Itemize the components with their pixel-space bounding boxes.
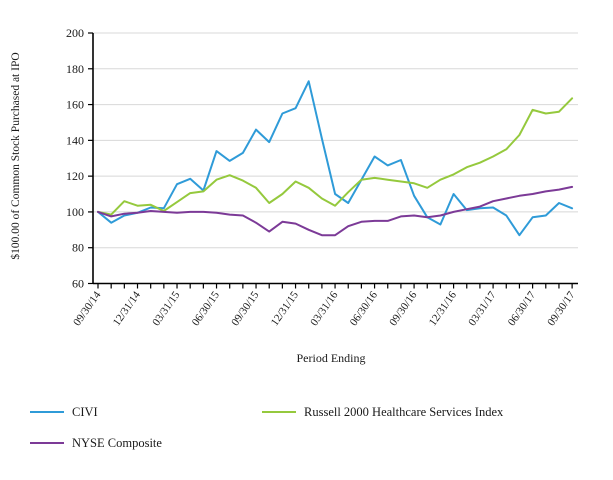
legend-item-civi: CIVI [30,404,98,420]
y-tick-label: 80 [72,241,84,255]
x-tick-label: 06/30/17 [506,289,539,328]
x-tick-label: 09/30/17 [545,289,578,328]
x-tick-label: 06/30/15 [190,289,223,328]
y-tick-label: 100 [66,205,84,219]
legend-label-civi: CIVI [72,405,98,419]
x-tick-label: 03/31/15 [150,289,183,328]
y-tick-label: 200 [66,26,84,40]
nyse-line-swatch-icon [30,442,64,444]
x-tick-label: 06/30/16 [348,289,381,328]
series-line-russell [97,97,574,216]
y-tick-label: 160 [66,98,84,112]
series-line-civi [97,80,574,237]
y-tick-label: 140 [66,133,84,147]
x-axis-title: Period Ending [296,351,366,365]
x-tick-label: 09/30/14 [71,289,104,328]
y-tick-label: 120 [66,169,84,183]
x-tick-label: 12/31/16 [427,289,460,328]
y-tick-label: 60 [72,277,84,291]
russell-line-swatch-icon [262,411,296,413]
legend-item-russell-2000-healthcare: Russell 2000 Healthcare Services Index [262,404,503,420]
x-tick-label: 12/31/15 [269,289,302,328]
y-tick-label: 180 [66,62,84,76]
x-tick-label: 09/30/15 [229,289,262,328]
legend-label-russell: Russell 2000 Healthcare Services Index [304,405,504,419]
y-axis-title: $100.00 of Common Stock Purchased at IPO [10,52,22,260]
legend-item-nyse-composite: NYSE Composite [30,435,162,451]
x-tick-label: 12/31/14 [111,289,144,328]
civi-line-swatch-icon [30,411,64,413]
series-line-nyse [97,185,574,237]
x-tick-label: 03/31/17 [466,289,499,328]
x-tick-label: 09/30/16 [387,289,420,328]
legend-label-nyse: NYSE Composite [72,436,162,450]
x-tick-label: 03/31/16 [308,289,341,328]
